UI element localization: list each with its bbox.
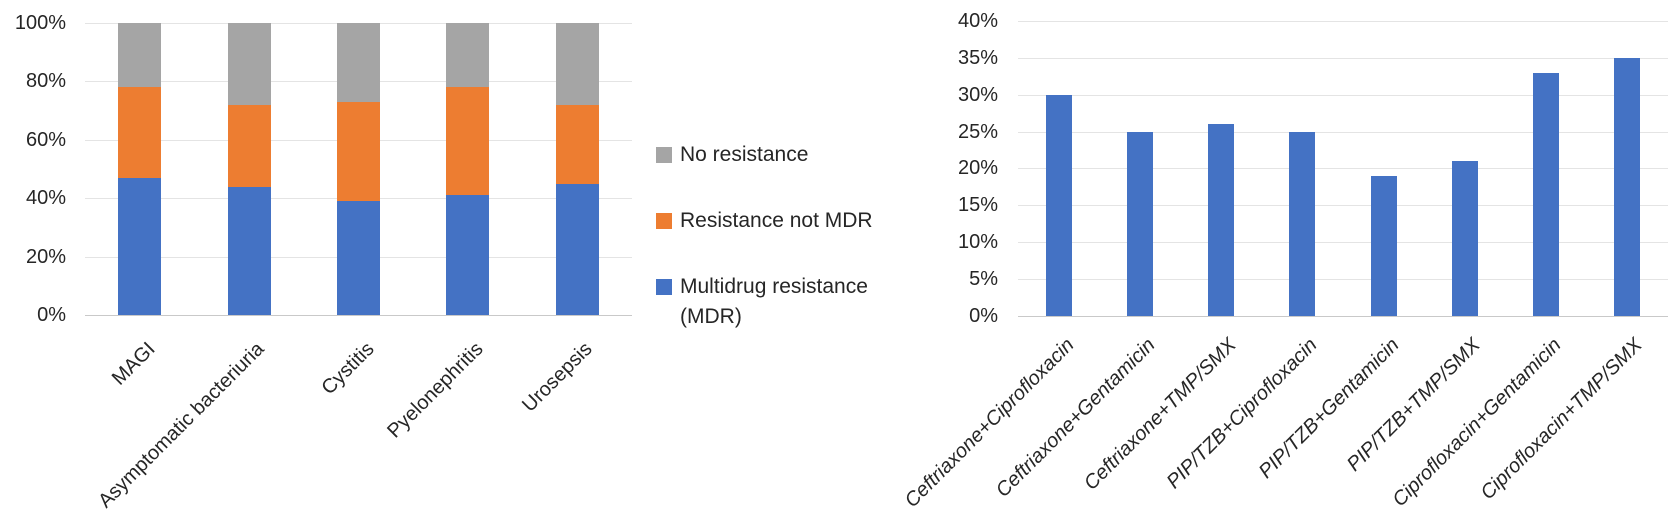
y-tick-label: 10% [957,231,998,253]
gridline [1018,58,1668,59]
bar-segment [1614,58,1640,316]
bar-segment [337,102,380,201]
gridline [1018,205,1668,206]
bar-segment [118,23,161,87]
legend-swatch [656,279,672,295]
legend-label: No resistance [680,143,809,166]
x-tick-label: Ceftriaxone+Gentamicin [991,334,1160,502]
y-tick-label: 40% [25,187,66,209]
y-tick-label: 35% [957,47,998,69]
bar-segment [556,23,599,105]
x-axis-line [85,315,632,316]
y-tick-label: 60% [25,129,66,151]
gridline [1018,168,1668,169]
legend-item: Multidrug resistance (MDR) [656,272,895,332]
bar-segment [556,105,599,184]
bar-segment [1452,161,1478,316]
bar-segment [228,23,271,105]
bar-segment [446,195,489,315]
y-tick-label: 80% [25,70,66,92]
bar-segment [228,187,271,315]
bar-segment [446,87,489,195]
bar-segment [337,23,380,102]
bar-segment [1289,132,1315,316]
bar-segment [337,201,380,315]
y-tick-label: 15% [957,194,998,216]
legend-swatch [656,147,672,163]
x-axis-line [1018,316,1668,317]
legend-label: Multidrug resistance (MDR) [680,275,868,328]
legend-item: No resistance [656,140,895,170]
y-tick-label: 25% [957,121,998,143]
y-tick-label: 20% [25,246,66,268]
bar-segment [1371,176,1397,316]
x-tick-label: Ceftriaxone+Ciprofloxacin [900,334,1079,512]
gridline [1018,95,1668,96]
y-tick-label: 5% [969,268,998,290]
bar-segment [1533,73,1559,316]
gridline [1018,242,1668,243]
bar-segment [1046,95,1072,316]
y-tick-label: 30% [957,84,998,106]
legend-swatch [656,213,672,229]
bar-segment [446,23,489,87]
legend-item: Resistance not MDR [656,206,895,236]
bar-segment [118,87,161,178]
y-tick-label: 40% [957,10,998,32]
bar-segment [1208,124,1234,316]
y-tick-label: 20% [957,157,998,179]
y-tick-label: 100% [14,12,66,34]
bar-segment [228,105,271,187]
y-tick-label: 0% [37,304,66,326]
gridline [1018,21,1668,22]
gridline [1018,279,1668,280]
bar-segment [118,178,161,315]
y-tick-label: 0% [969,305,998,327]
bar-segment [556,184,599,315]
legend-label: Resistance not MDR [680,209,873,232]
gridline [1018,132,1668,133]
bar-segment [1127,132,1153,316]
